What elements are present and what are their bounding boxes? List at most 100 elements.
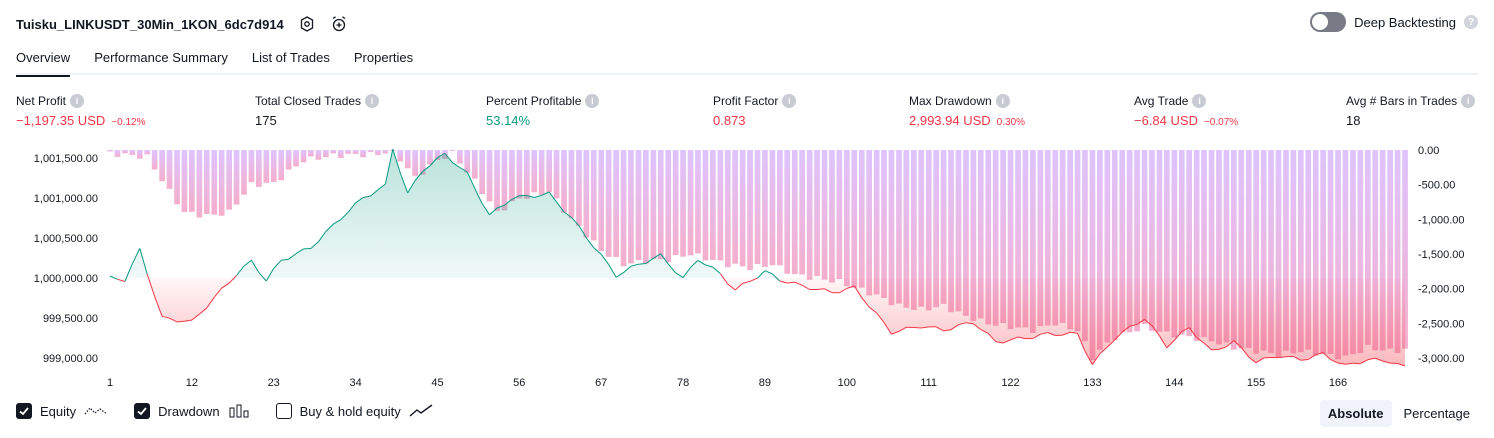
equity-line-segment: [935, 326, 944, 332]
equity-drawdown-chart[interactable]: 1,001,500.00 1,001,000.00 1,000,500.00 1,00…: [0, 140, 1494, 395]
info-icon[interactable]: i: [1461, 94, 1476, 108]
metric-avg-bars-in-trades: Avg # Bars in Trades i 18: [1346, 93, 1476, 128]
equity-line-segment: [191, 313, 200, 321]
info-icon[interactable]: i: [365, 94, 380, 108]
drawdown-bar: [174, 150, 180, 205]
legend-equity[interactable]: Equity: [16, 403, 108, 419]
metric-value: 2,993.94 USD: [909, 113, 991, 128]
equity-line-segment: [154, 296, 163, 317]
drawdown-bar: [970, 150, 977, 322]
drawdown-bar: [479, 150, 485, 194]
drawdown-bar: [1231, 150, 1237, 350]
tab-list-of-trades[interactable]: List of Trades: [251, 50, 330, 65]
drawdown-bar: [427, 150, 433, 165]
drawdown-checkbox[interactable]: [134, 403, 151, 419]
drawdown-bar: [784, 150, 791, 274]
equity-checkbox[interactable]: [16, 403, 32, 419]
drawdown-bar: [300, 150, 307, 163]
left-axis-tick: 1,000,000.00: [34, 273, 98, 285]
equity-line-segment: [295, 248, 304, 255]
drawdown-bar: [494, 150, 500, 211]
percentage-button[interactable]: Percentage: [1403, 406, 1471, 421]
equity-line-segment: [1218, 346, 1227, 350]
equity-line-segment: [1300, 359, 1309, 361]
drawdown-bar: [486, 150, 493, 202]
equity-line-segment: [399, 172, 409, 194]
settings-icon[interactable]: [298, 15, 316, 33]
equity-line-segment: [697, 259, 706, 266]
drawdown-bar: [538, 150, 545, 195]
equity-line-segment: [1360, 359, 1369, 365]
equity-line-segment: [705, 264, 713, 268]
equity-line-segment: [1248, 356, 1257, 364]
equity-line-segment: [950, 324, 959, 331]
drawdown-bar: [1111, 150, 1118, 340]
drawdown-bar: [568, 150, 575, 219]
buy-hold-checkbox[interactable]: [275, 403, 292, 419]
drawdown-bar: [963, 150, 969, 316]
drawdown-bar: [524, 150, 530, 199]
info-icon[interactable]: i: [782, 94, 797, 108]
drawdown-bar: [457, 150, 463, 164]
drawdown-bar: [412, 150, 418, 176]
x-axis-tick: 78: [677, 377, 689, 389]
equity-line-segment: [124, 263, 133, 282]
drawdown-bar: [754, 150, 761, 264]
tab-bar: Overview Performance Summary List of Tra…: [16, 48, 413, 77]
equity-line-segment: [600, 253, 610, 265]
deep-backtesting-toggle[interactable]: [1310, 12, 1347, 32]
drawdown-bar: [687, 150, 694, 256]
absolute-button[interactable]: Absolute: [1319, 400, 1392, 427]
drawdown-bar: [1156, 150, 1163, 332]
info-icon[interactable]: i: [70, 94, 85, 108]
drawdown-bar: [1402, 150, 1408, 349]
help-icon[interactable]: ?: [1464, 15, 1478, 29]
buy-hold-line-icon: [409, 404, 433, 417]
equity-line-segment: [913, 327, 922, 329]
drawdown-bar: [1357, 150, 1364, 353]
drawdown-bar: [844, 150, 850, 287]
drawdown-bar: [739, 150, 746, 267]
drawdown-bar: [1149, 150, 1155, 331]
legend-buy-hold[interactable]: Buy & hold equity: [275, 403, 433, 419]
legend-drawdown[interactable]: Drawdown: [134, 403, 249, 419]
equity-line-segment: [623, 265, 632, 273]
drawdown-bar: [635, 150, 642, 260]
tab-properties[interactable]: Properties: [353, 50, 414, 65]
equity-line-segment: [384, 148, 394, 185]
equity-line-segment: [1345, 362, 1353, 365]
info-icon[interactable]: i: [585, 94, 600, 108]
drawdown-bar: [1126, 150, 1133, 333]
drawdown-bar: [665, 150, 672, 263]
drawdown-bar: [248, 150, 255, 183]
info-icon[interactable]: i: [1192, 94, 1207, 108]
equity-line-segment: [496, 204, 505, 209]
equity-line-segment: [556, 201, 565, 213]
equity-line-segment: [206, 297, 215, 309]
equity-line-segment: [667, 263, 676, 274]
equity-line-segment: [1367, 357, 1376, 361]
equity-line-segment: [898, 326, 907, 332]
metric-value: 175: [255, 113, 277, 128]
left-axis-tick: 1,001,000.00: [34, 193, 98, 205]
equity-line-segment: [250, 259, 260, 273]
tab-overview[interactable]: Overview: [16, 48, 71, 77]
add-alert-icon[interactable]: [330, 15, 348, 33]
equity-line-segment: [407, 180, 416, 194]
drawdown-bar: [1342, 150, 1349, 356]
tab-performance-summary[interactable]: Performance Summary: [94, 50, 228, 65]
drawdown-bar: [256, 150, 262, 187]
equity-line-segment: [1203, 342, 1212, 351]
equity-line-segment: [883, 322, 892, 335]
equity-line-segment: [310, 241, 319, 249]
info-icon[interactable]: i: [995, 94, 1010, 108]
drawdown-bar: [404, 150, 411, 169]
equity-line-segment: [1047, 332, 1056, 336]
strategy-title: Tuisku_LINKUSDT_30Min_1KON_6dc7d914: [16, 16, 284, 32]
buy-hold-label: Buy & hold equity: [299, 403, 401, 419]
metric-avg-trade: Avg Trade i −6.84 USD −0.07%: [1134, 93, 1238, 128]
drawdown-bar: [1238, 150, 1245, 349]
equity-line-segment: [1188, 327, 1198, 338]
drawdown-bar: [151, 150, 158, 170]
drawdown-bar: [1350, 150, 1356, 355]
